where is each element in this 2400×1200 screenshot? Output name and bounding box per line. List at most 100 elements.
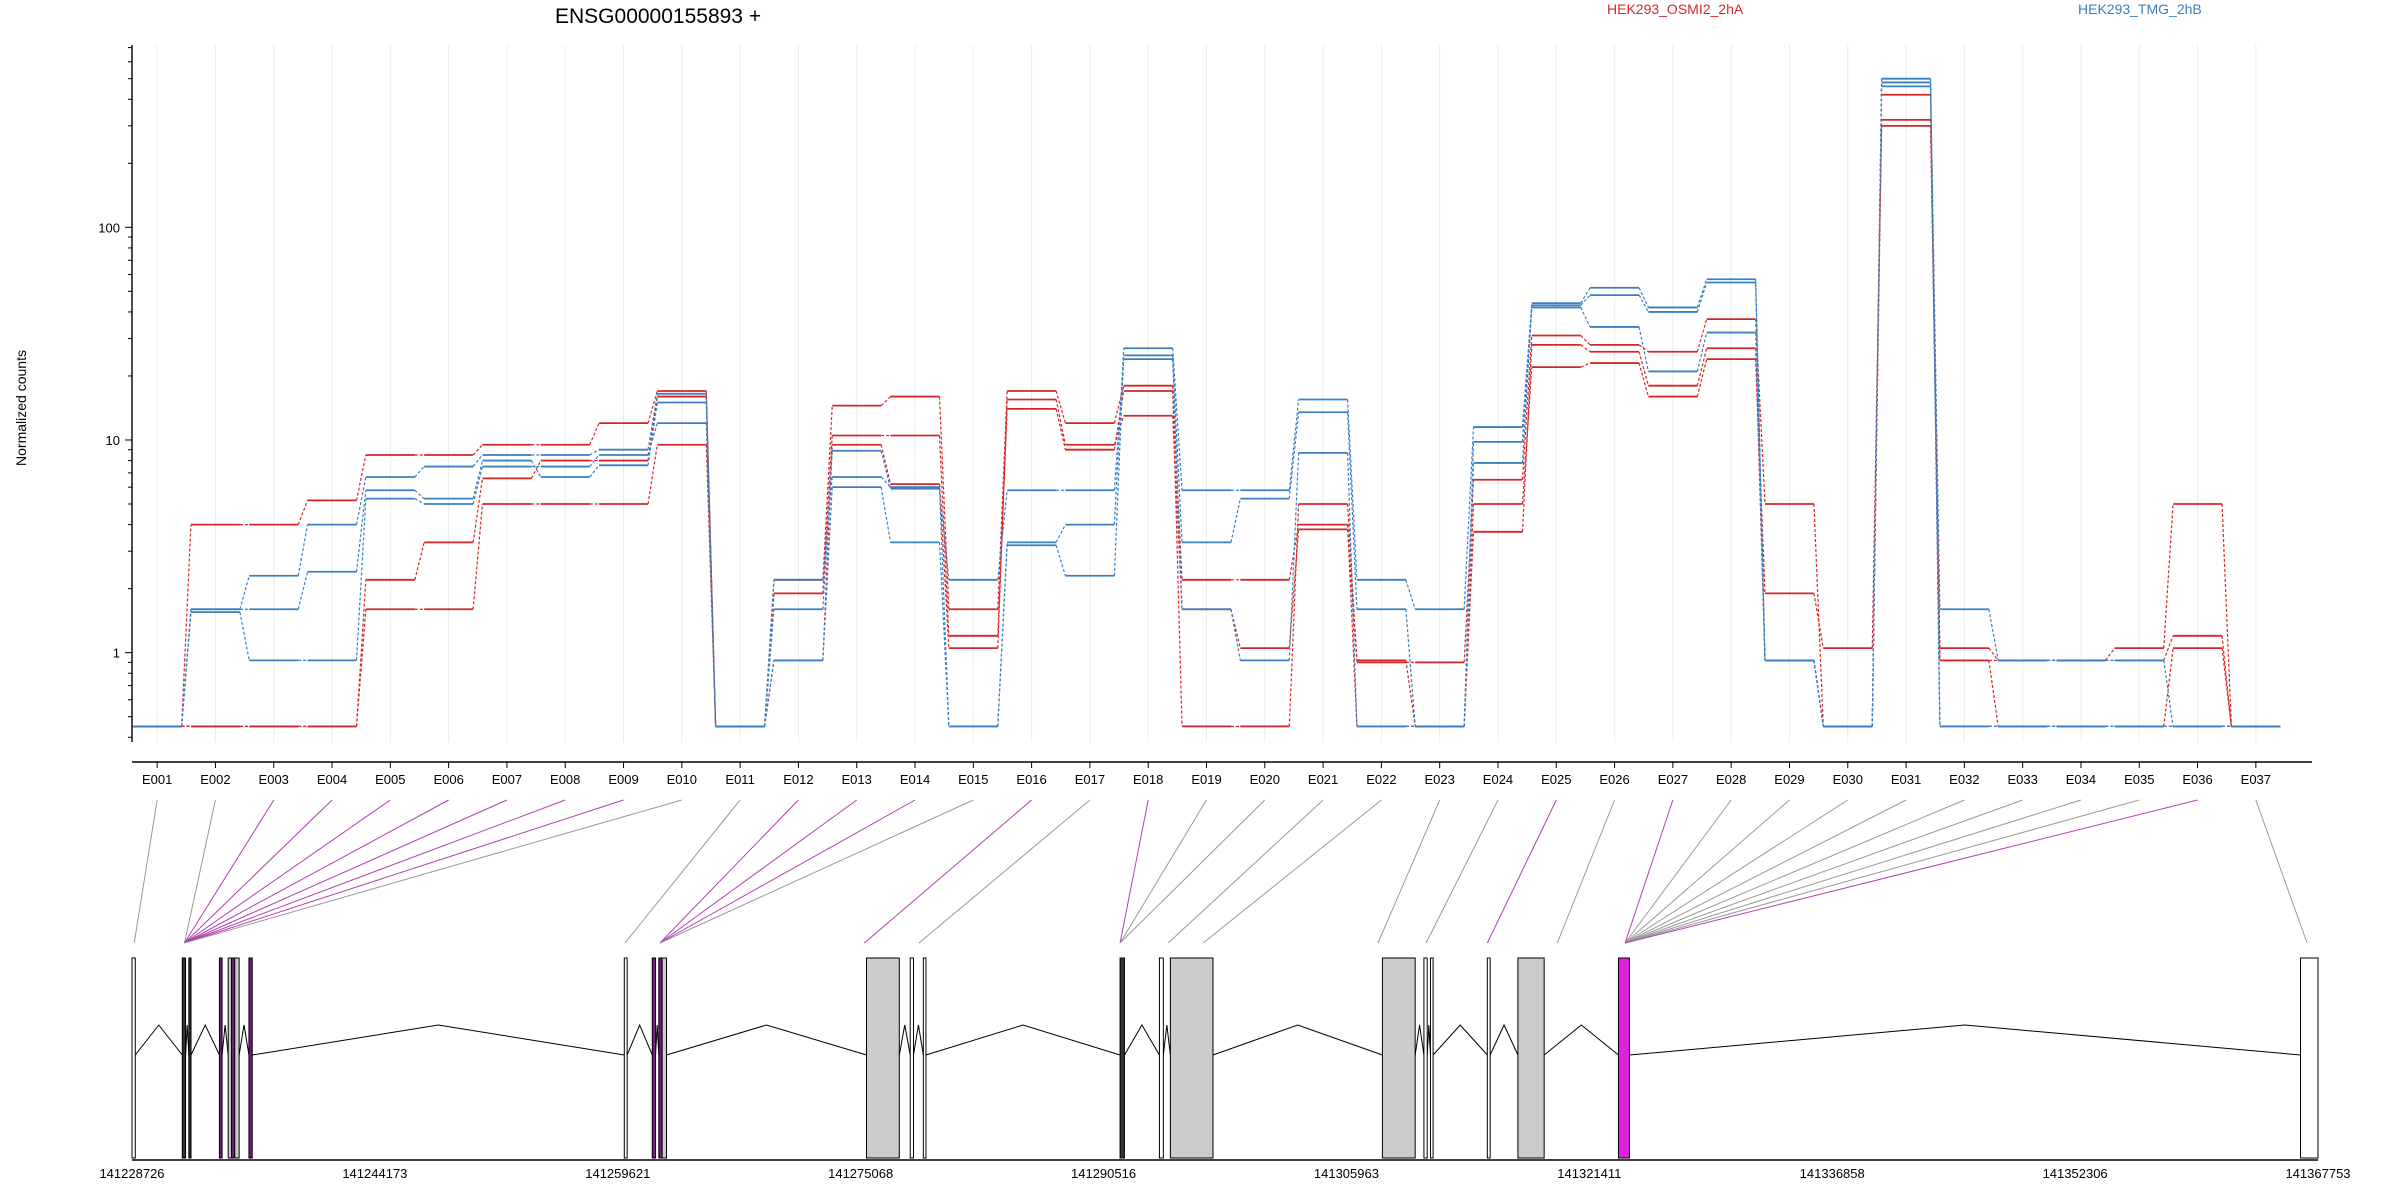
x-tick-label: E010 xyxy=(667,772,697,787)
series-connector xyxy=(1813,593,1824,649)
series-connector xyxy=(2163,503,2174,649)
series-connector xyxy=(938,484,950,649)
series-connector xyxy=(1696,279,1708,308)
intron xyxy=(1426,1024,1431,1056)
x-tick-label: E027 xyxy=(1658,772,1688,787)
series-connector xyxy=(1288,399,1300,491)
series-connector xyxy=(1696,282,1708,313)
exon xyxy=(1169,957,1214,1159)
genomic-tick-label: 141352306 xyxy=(2043,1166,2108,1181)
series-connector xyxy=(181,524,192,727)
genomic-tick-label: 141275068 xyxy=(828,1166,893,1181)
series-connector xyxy=(1580,344,1591,353)
exon-connector xyxy=(1119,799,1149,944)
exon xyxy=(1429,957,1434,1159)
series-connector xyxy=(2221,648,2232,727)
series-connector xyxy=(1055,524,1066,543)
series-connector xyxy=(822,405,833,580)
series-connector xyxy=(2221,635,2232,727)
x-tick-labels: E001 E002 E003 E004 E005 E006 E007 E008 E009 E010… xyxy=(142,762,2271,787)
x-tick-label: E020 xyxy=(1250,772,1280,787)
x-tick-label: E030 xyxy=(1833,772,1863,787)
x-tick-label: E032 xyxy=(1949,772,1979,787)
series-connector xyxy=(1346,452,1358,727)
exon xyxy=(623,957,628,1159)
series-connector xyxy=(1696,332,1708,372)
intron xyxy=(221,1024,229,1056)
series-connector xyxy=(1055,545,1066,576)
series-connector xyxy=(1055,390,1066,424)
x-tick-label: E034 xyxy=(2066,772,2096,787)
x-tick-label: E018 xyxy=(1133,772,1163,787)
series-connector xyxy=(414,498,425,505)
series-connector xyxy=(1055,408,1067,450)
series-lines xyxy=(132,77,2281,728)
series-6 xyxy=(132,85,2281,728)
intron xyxy=(190,1023,220,1056)
intron xyxy=(1489,1023,1519,1056)
genomic-tick-label: 141290516 xyxy=(1071,1166,1136,1181)
exon-connector xyxy=(1624,799,2082,944)
gene-model xyxy=(131,957,2319,1159)
series-connector xyxy=(1638,287,1649,308)
series-connector xyxy=(1813,503,1824,727)
intron xyxy=(913,1024,924,1056)
series-connector xyxy=(1580,362,1591,368)
intron xyxy=(1543,1024,1619,1056)
intron xyxy=(1212,1024,1383,1056)
exon xyxy=(1423,957,1428,1159)
series-connector xyxy=(1696,358,1708,397)
series-connector xyxy=(1580,287,1591,304)
series-connector xyxy=(530,460,542,478)
exon xyxy=(1517,957,1545,1159)
exon xyxy=(218,957,223,1159)
intron xyxy=(898,1024,911,1056)
series-connector xyxy=(181,609,192,727)
series-connector xyxy=(1638,294,1649,313)
series-connector xyxy=(1929,86,1941,727)
exon-connectors xyxy=(133,799,2308,944)
series-connector xyxy=(880,450,892,489)
series-connector xyxy=(2163,635,2174,661)
exon xyxy=(909,957,914,1159)
exon-connector xyxy=(918,799,1091,944)
series-connector xyxy=(764,579,775,727)
series-connector xyxy=(1580,307,1591,328)
intron xyxy=(1432,1024,1488,1056)
intron xyxy=(134,1024,183,1056)
exon-connector xyxy=(1624,799,2023,944)
chart-title: ENSG00000155893 + xyxy=(555,5,761,28)
series-connector xyxy=(1988,609,1999,661)
series-connector xyxy=(647,393,658,450)
series-connector xyxy=(1580,294,1591,306)
series-connector xyxy=(1346,412,1358,610)
series-connector xyxy=(647,402,658,466)
x-tick-label: E007 xyxy=(492,772,522,787)
series-connector xyxy=(414,466,425,478)
intron xyxy=(925,1024,1121,1056)
series-connector xyxy=(1813,660,1824,727)
exon xyxy=(1617,957,1630,1159)
x-tick-label: E022 xyxy=(1366,772,1396,787)
x-tick-label: E012 xyxy=(783,772,813,787)
series-connector xyxy=(1230,498,1241,543)
series-connector xyxy=(1521,344,1533,532)
exon-connector xyxy=(1624,799,1849,944)
y-tick-label: 10 xyxy=(106,433,120,448)
series-connector xyxy=(1113,355,1125,576)
genomic-axis: 141228726 141244173 141259621 141275068 1412… xyxy=(99,1159,2351,1181)
series-connector xyxy=(1346,524,1358,727)
exon-connector xyxy=(1167,799,1324,944)
exon-connector xyxy=(1624,799,1732,944)
exon-connector xyxy=(184,799,449,944)
exon-connector xyxy=(184,799,508,944)
x-tick-label: E006 xyxy=(433,772,463,787)
series-connector xyxy=(1871,125,1883,649)
series-connector xyxy=(1172,390,1183,580)
exon-connector xyxy=(659,799,858,944)
series-connector xyxy=(1405,609,1416,727)
exon xyxy=(1158,957,1164,1159)
series-connector xyxy=(297,571,309,610)
series-connector xyxy=(589,422,600,445)
